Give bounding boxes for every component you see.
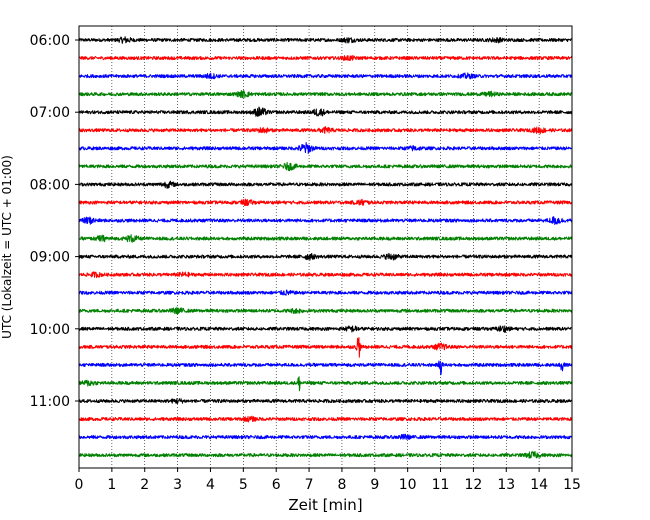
x-tick-label-10: 10 — [399, 477, 417, 493]
seismic-traces — [78, 36, 573, 459]
x-tick-label-8: 8 — [337, 477, 346, 493]
trace-row-19 — [78, 376, 573, 392]
x-axis-label: Zeit [min] — [288, 496, 362, 514]
trace-row-16 — [78, 325, 573, 333]
x-tick-label-1: 1 — [107, 477, 116, 493]
x-tick-label-3: 3 — [173, 477, 182, 493]
x-tick-label-7: 7 — [305, 477, 314, 493]
trace-row-12 — [78, 252, 573, 261]
trace-row-4 — [78, 106, 573, 117]
x-tick-label-0: 0 — [75, 477, 84, 493]
trace-row-10 — [78, 216, 573, 225]
y-tick-label-1100: 11:00 — [30, 394, 70, 410]
trace-row-23 — [78, 450, 573, 459]
trace-row-0 — [78, 36, 573, 44]
trace-row-13 — [78, 271, 573, 279]
y-tick-label-0800: 08:00 — [30, 177, 70, 193]
trace-row-2 — [78, 72, 573, 80]
y-axis-label: UTC (Lokalzeit = UTC + 01:00) — [0, 155, 14, 339]
trace-row-15 — [78, 306, 573, 316]
trace-row-1 — [78, 54, 573, 61]
x-axis-ticks: 0 1 2 3 4 5 6 7 8 9 10 11 12 13 14 15 — [75, 468, 581, 493]
x-tick-label-6: 6 — [272, 477, 281, 493]
trace-row-7 — [78, 161, 573, 172]
x-tick-label-2: 2 — [140, 477, 149, 493]
trace-row-22 — [78, 433, 573, 440]
trace-row-14 — [78, 289, 573, 296]
x-tick-label-9: 9 — [370, 477, 379, 493]
x-tick-label-14: 14 — [530, 477, 548, 493]
x-tick-label-11: 11 — [432, 477, 450, 493]
x-tick-label-15: 15 — [563, 477, 581, 493]
x-tick-label-12: 12 — [464, 477, 482, 493]
trace-row-5 — [78, 126, 573, 135]
trace-row-3 — [78, 90, 573, 99]
trace-row-20 — [78, 398, 573, 404]
trace-row-8 — [78, 180, 573, 189]
y-tick-label-1000: 10:00 — [30, 322, 70, 338]
trace-row-11 — [78, 234, 573, 243]
x-tick-label-13: 13 — [497, 477, 515, 493]
trace-row-17 — [78, 336, 573, 358]
trace-row-6 — [78, 141, 573, 154]
trace-row-9 — [78, 198, 573, 207]
x-tick-label-5: 5 — [239, 477, 248, 493]
y-tick-label-0600: 06:00 — [30, 33, 70, 49]
y-tick-label-0700: 07:00 — [30, 105, 70, 121]
plot-frame — [78, 25, 573, 469]
x-tick-label-4: 4 — [206, 477, 215, 493]
y-tick-label-0900: 09:00 — [30, 250, 70, 266]
y-axis-ticks: 06:00 07:00 08:00 09:00 10:00 11:00 — [30, 33, 79, 410]
trace-row-18 — [78, 360, 573, 376]
trace-row-21 — [78, 415, 573, 423]
